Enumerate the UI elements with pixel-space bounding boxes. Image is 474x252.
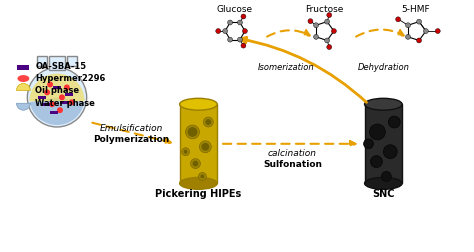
Circle shape <box>325 38 329 43</box>
Text: Sulfonation: Sulfonation <box>263 160 322 169</box>
Circle shape <box>241 14 246 19</box>
FancyBboxPatch shape <box>50 111 58 114</box>
Circle shape <box>327 13 332 18</box>
Circle shape <box>314 35 319 39</box>
FancyBboxPatch shape <box>365 104 402 183</box>
Circle shape <box>59 94 65 100</box>
Circle shape <box>64 84 70 90</box>
Circle shape <box>57 107 63 113</box>
Circle shape <box>325 19 329 24</box>
Circle shape <box>186 125 200 139</box>
Circle shape <box>228 37 233 42</box>
Circle shape <box>200 141 211 153</box>
Circle shape <box>423 28 428 34</box>
FancyBboxPatch shape <box>65 93 73 96</box>
Text: Pickering HIPEs: Pickering HIPEs <box>155 189 242 199</box>
FancyBboxPatch shape <box>49 56 65 70</box>
FancyBboxPatch shape <box>37 56 47 66</box>
Circle shape <box>199 172 206 180</box>
Circle shape <box>396 17 401 22</box>
Text: Oil phase: Oil phase <box>35 86 79 95</box>
Circle shape <box>237 37 242 42</box>
Circle shape <box>314 23 319 28</box>
Circle shape <box>182 148 190 156</box>
Wedge shape <box>17 103 30 110</box>
Circle shape <box>205 119 211 125</box>
Circle shape <box>228 20 233 25</box>
Circle shape <box>192 161 199 167</box>
Text: Fructose: Fructose <box>305 5 343 14</box>
Circle shape <box>383 145 397 159</box>
Circle shape <box>216 28 221 34</box>
Circle shape <box>364 139 374 149</box>
Circle shape <box>308 19 313 24</box>
Text: calcination: calcination <box>268 149 317 158</box>
Circle shape <box>191 159 201 169</box>
Text: Emulsification: Emulsification <box>100 124 163 134</box>
Circle shape <box>331 28 337 34</box>
Circle shape <box>242 28 247 34</box>
Circle shape <box>49 101 55 107</box>
Text: Dehydration: Dehydration <box>357 63 410 72</box>
Circle shape <box>327 45 332 50</box>
Wedge shape <box>17 83 30 90</box>
Ellipse shape <box>18 75 29 82</box>
Text: Polymerization: Polymerization <box>93 135 169 144</box>
Circle shape <box>382 172 391 181</box>
Text: 5-HMF: 5-HMF <box>401 5 430 14</box>
Circle shape <box>201 143 210 151</box>
FancyBboxPatch shape <box>42 103 50 106</box>
Circle shape <box>44 89 50 95</box>
Circle shape <box>417 19 421 24</box>
Text: OA-SBA-15: OA-SBA-15 <box>35 62 86 71</box>
Circle shape <box>69 99 75 105</box>
Circle shape <box>237 20 242 25</box>
Circle shape <box>47 81 53 87</box>
Circle shape <box>27 68 87 127</box>
FancyBboxPatch shape <box>67 56 77 66</box>
Text: Glucose: Glucose <box>217 5 253 14</box>
Circle shape <box>201 174 204 178</box>
Circle shape <box>223 28 228 34</box>
Circle shape <box>406 23 410 28</box>
Ellipse shape <box>365 177 402 189</box>
Circle shape <box>241 43 246 48</box>
Circle shape <box>371 156 383 168</box>
FancyBboxPatch shape <box>38 96 46 99</box>
Ellipse shape <box>180 177 217 189</box>
Ellipse shape <box>180 98 217 110</box>
Circle shape <box>388 116 400 128</box>
Circle shape <box>183 150 188 154</box>
FancyBboxPatch shape <box>18 65 29 70</box>
Ellipse shape <box>365 98 402 110</box>
Circle shape <box>370 124 385 140</box>
Text: Water phase: Water phase <box>35 99 95 108</box>
Circle shape <box>188 127 198 137</box>
Text: Hypermer2296: Hypermer2296 <box>35 74 106 83</box>
FancyBboxPatch shape <box>53 86 61 89</box>
Wedge shape <box>30 97 84 125</box>
Wedge shape <box>29 74 85 101</box>
Circle shape <box>406 35 410 39</box>
Circle shape <box>435 28 440 34</box>
FancyBboxPatch shape <box>60 101 68 104</box>
Circle shape <box>203 117 213 127</box>
Circle shape <box>417 38 421 43</box>
FancyBboxPatch shape <box>180 104 217 183</box>
Text: Isomerization: Isomerization <box>258 63 315 72</box>
Text: SNC: SNC <box>372 189 395 199</box>
